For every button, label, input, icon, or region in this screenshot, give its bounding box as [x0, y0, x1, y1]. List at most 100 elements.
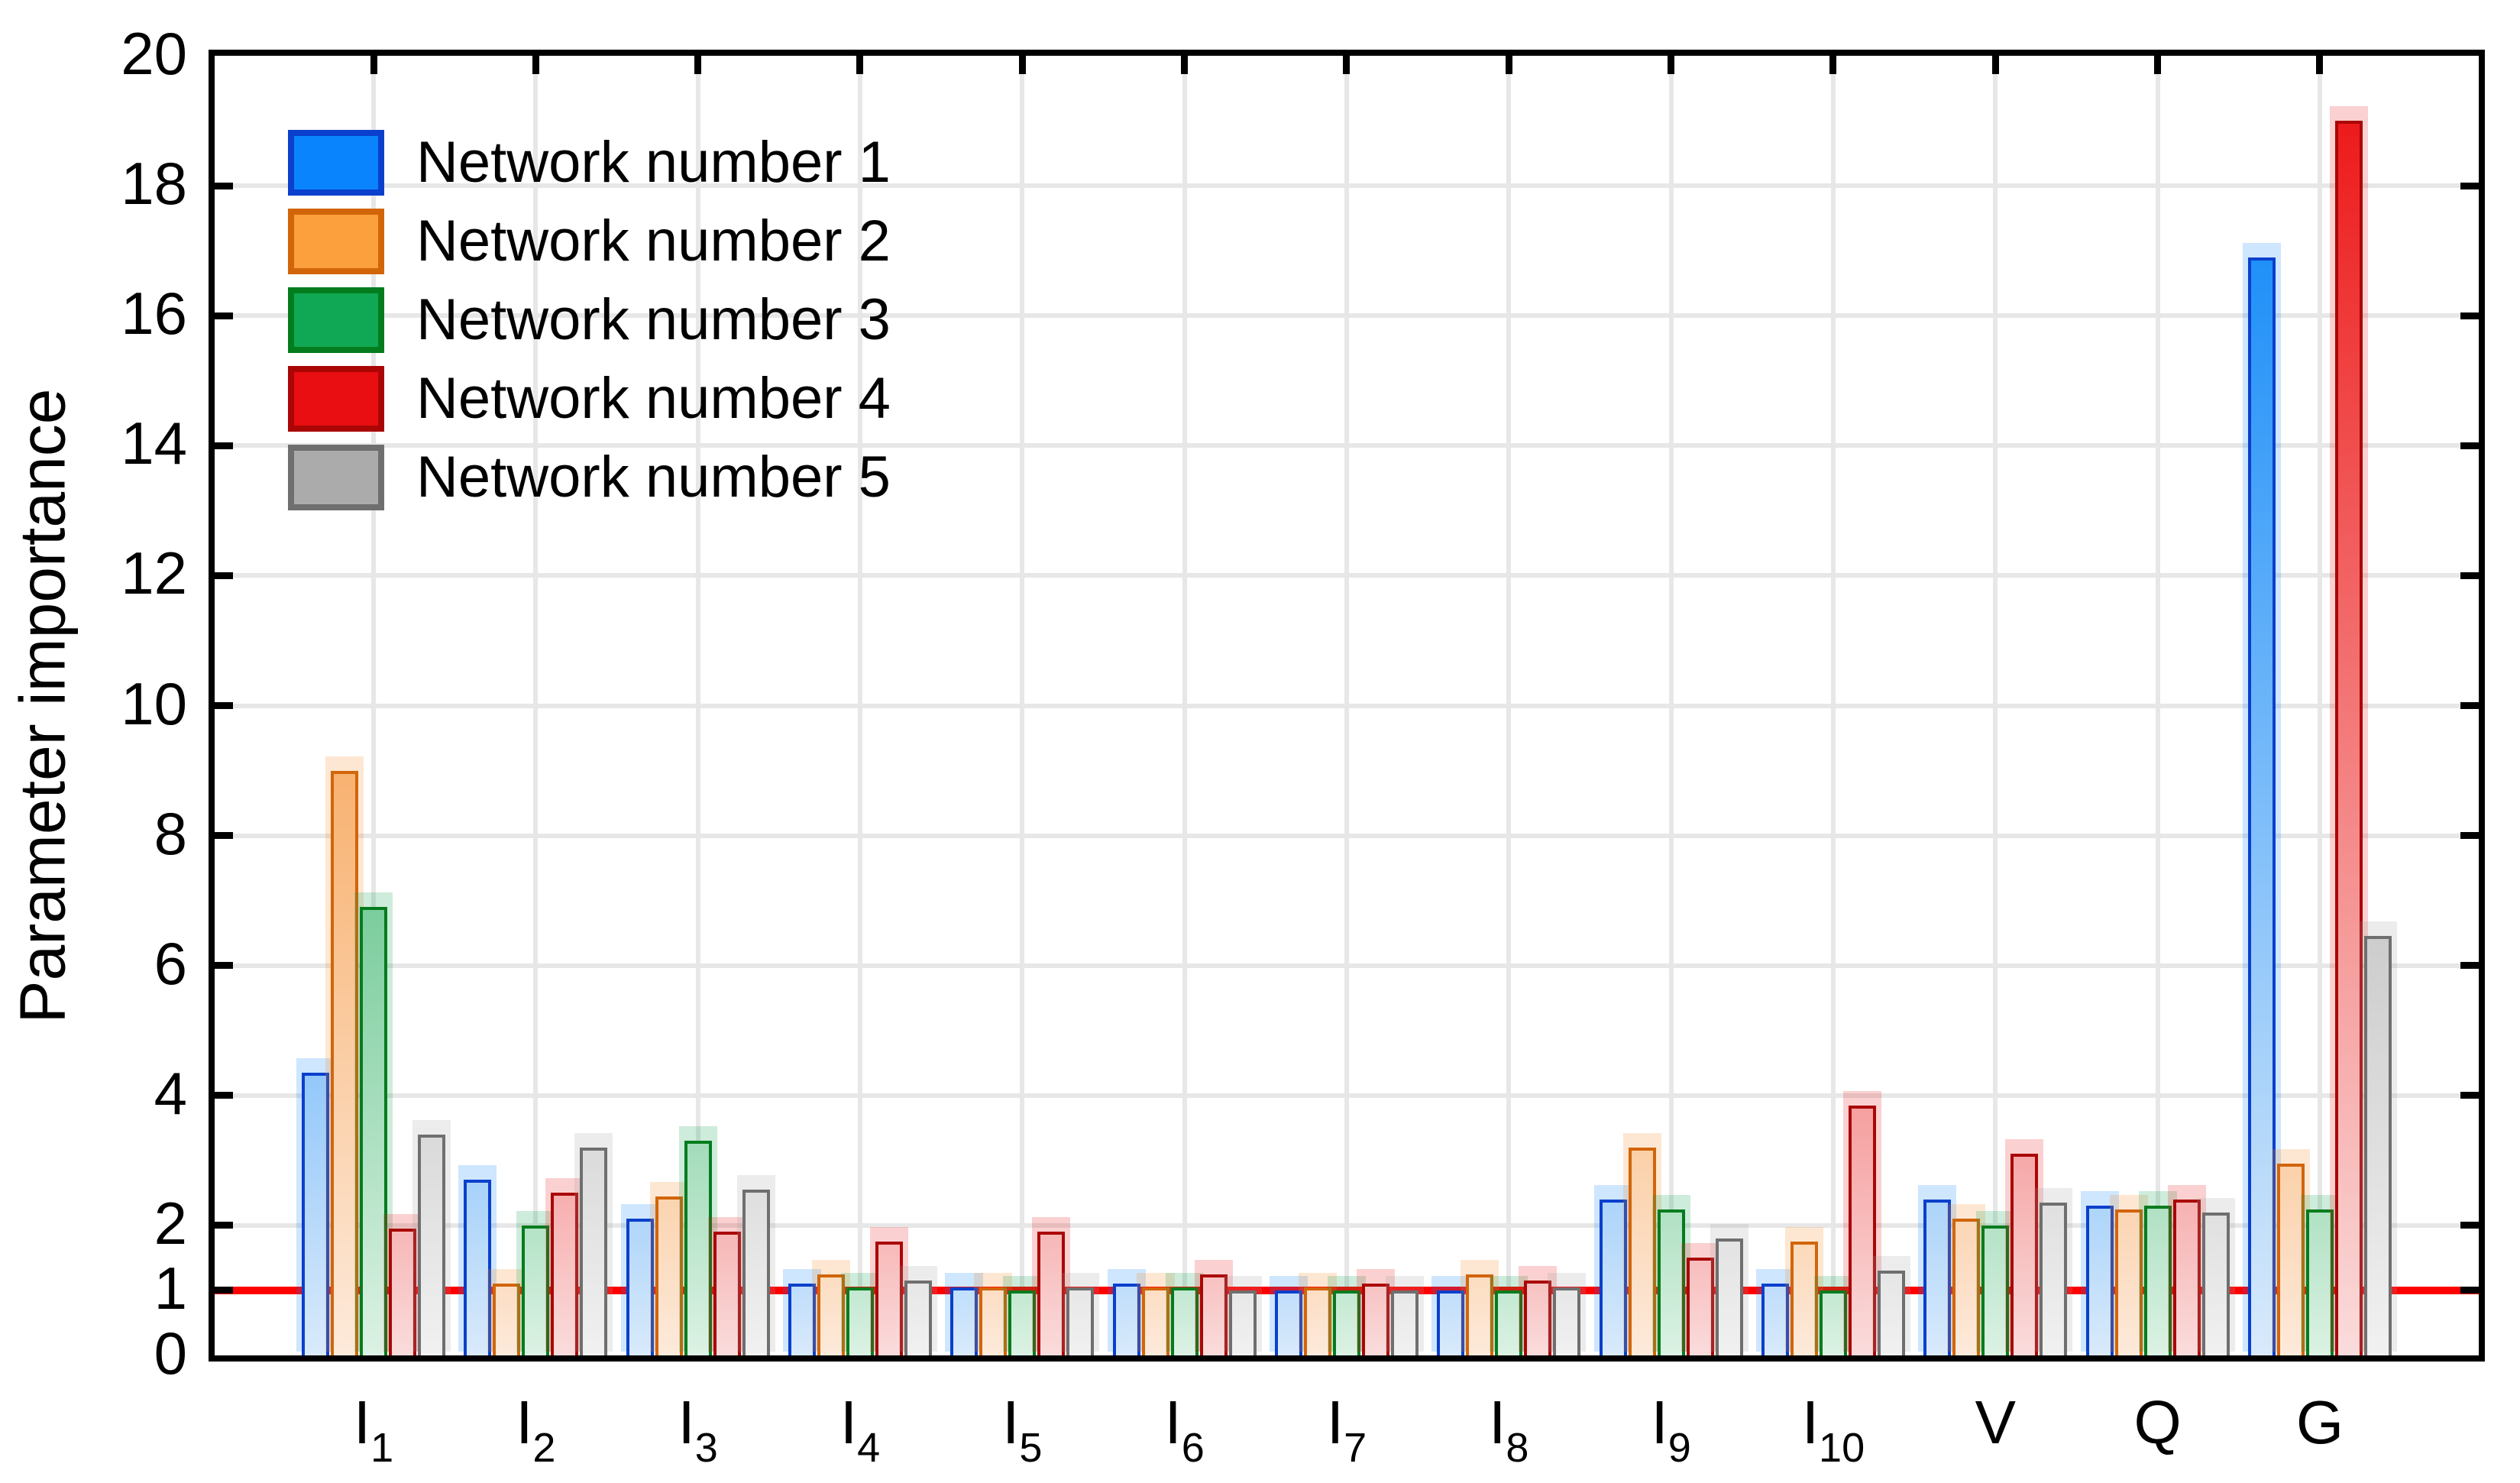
- bar-G-series4: [2334, 121, 2363, 1355]
- bar-I10-series4: [1848, 1105, 1876, 1355]
- bar-I4-series4: [875, 1242, 903, 1355]
- bar-I7-series4: [1361, 1284, 1389, 1355]
- bar-G-series2: [2276, 1164, 2305, 1355]
- bar-I9-series3: [1657, 1209, 1685, 1355]
- y-tick-left: [215, 832, 233, 840]
- x-label-Q: Q: [2133, 1388, 2182, 1456]
- bar-I6-series1: [1112, 1284, 1140, 1355]
- y-tick-right: [2460, 312, 2479, 319]
- x-tick-top: [2316, 56, 2324, 74]
- x-label-V: V: [1975, 1388, 2016, 1456]
- v-gridline: [1668, 56, 1674, 1355]
- x-tick-top: [1181, 56, 1189, 74]
- bar-I10-series1: [1761, 1284, 1789, 1355]
- bar-group: [215, 56, 2479, 1355]
- bar-I10-series2: [1790, 1242, 1818, 1355]
- plot-inner: [215, 56, 2479, 1355]
- y-tick-label-14: 14: [121, 410, 187, 478]
- bar-I1-series1: [302, 1073, 329, 1355]
- bar-group: [215, 56, 2479, 1355]
- y-tick-label-2: 2: [154, 1189, 187, 1257]
- x-tick-top: [856, 56, 864, 74]
- x-tick-top: [1343, 56, 1351, 74]
- bar-group: [215, 56, 2479, 1355]
- x-tick-top: [532, 56, 539, 74]
- bar-I7-series3: [1332, 1290, 1360, 1355]
- v-gridline: [1993, 56, 1998, 1355]
- y-tick-left: [215, 312, 233, 319]
- y-tick-left: [215, 1287, 233, 1294]
- bar-I10-series3: [1819, 1290, 1847, 1355]
- y-tick-label-6: 6: [154, 929, 187, 997]
- legend-label-1: Network number 1: [416, 130, 891, 195]
- bar-G-series1: [2247, 257, 2276, 1355]
- y-tick-label-0: 0: [154, 1319, 187, 1387]
- bar-I2-series5: [580, 1147, 608, 1355]
- bar-I6-series4: [1199, 1274, 1228, 1355]
- bar-group: [215, 56, 2479, 1355]
- v-gridline: [2155, 56, 2160, 1355]
- legend-swatch-1: [288, 130, 384, 196]
- y-tick-left: [215, 572, 233, 579]
- bar-I8-series4: [1524, 1281, 1552, 1355]
- v-gridline: [1830, 56, 1836, 1355]
- bar-I8-series1: [1437, 1290, 1465, 1355]
- x-tick-top: [2154, 56, 2162, 74]
- bar-I8-series5: [1553, 1287, 1581, 1355]
- bar-I3-series4: [713, 1232, 741, 1355]
- bar-I3-series1: [626, 1219, 654, 1355]
- x-tick-top: [1829, 56, 1837, 74]
- x-label-G: G: [2295, 1388, 2344, 1456]
- x-tick-top: [1505, 56, 1512, 74]
- y-tick-left: [215, 442, 233, 449]
- bar-I4-series2: [817, 1274, 845, 1355]
- bar-I2-series3: [522, 1225, 550, 1355]
- y-tick-right: [2460, 182, 2479, 189]
- bar-I2-series1: [464, 1180, 492, 1355]
- x-label-I7: I7: [1326, 1388, 1367, 1471]
- bar-Q-series4: [2172, 1199, 2201, 1355]
- v-gridline: [695, 56, 700, 1355]
- x-tick-top: [1991, 56, 1999, 74]
- x-label-I10: I10: [1801, 1388, 1865, 1471]
- bar-I6-series3: [1170, 1287, 1199, 1355]
- bar-I3-series5: [742, 1190, 770, 1355]
- bar-I9-series5: [1715, 1238, 1743, 1355]
- y-tick-right: [2460, 1092, 2479, 1099]
- bar-group: [215, 56, 2479, 1355]
- y-tick-right: [2460, 572, 2479, 579]
- bar-I5-series1: [950, 1287, 979, 1355]
- bar-G-series5: [2363, 936, 2392, 1355]
- bar-I4-series5: [904, 1281, 932, 1355]
- bar-I5-series5: [1066, 1287, 1095, 1355]
- y-tick-label-20: 20: [121, 19, 187, 87]
- bar-I3-series2: [655, 1196, 683, 1355]
- legend-swatch-4: [288, 366, 384, 432]
- y-tick-right: [2460, 1287, 2479, 1294]
- legend-swatch-2: [288, 209, 384, 274]
- bar-I9-series2: [1628, 1147, 1656, 1355]
- bar-I2-series2: [493, 1284, 521, 1355]
- bar-I3-series3: [684, 1141, 712, 1355]
- v-gridline: [2317, 56, 2322, 1355]
- bar-I1-series3: [360, 907, 387, 1355]
- x-tick-top: [694, 56, 702, 74]
- bar-group: [215, 56, 2479, 1355]
- bar-I6-series2: [1141, 1287, 1169, 1355]
- plot-area: [209, 50, 2485, 1362]
- bar-I1-series2: [331, 770, 358, 1355]
- bar-I8-series2: [1466, 1274, 1494, 1355]
- bar-group: [215, 56, 2479, 1355]
- bar-V-series1: [1923, 1199, 1952, 1355]
- y-tick-label-18: 18: [121, 149, 187, 217]
- bar-I9-series4: [1686, 1258, 1714, 1355]
- bar-group: [215, 56, 2479, 1355]
- x-tick-top: [1668, 56, 1675, 74]
- bar-group: [215, 56, 2479, 1355]
- y-tick-left: [215, 702, 233, 709]
- x-label-I8: I8: [1489, 1388, 1529, 1471]
- v-gridline: [857, 56, 862, 1355]
- x-label-I4: I4: [839, 1388, 881, 1471]
- bar-I9-series1: [1599, 1199, 1627, 1355]
